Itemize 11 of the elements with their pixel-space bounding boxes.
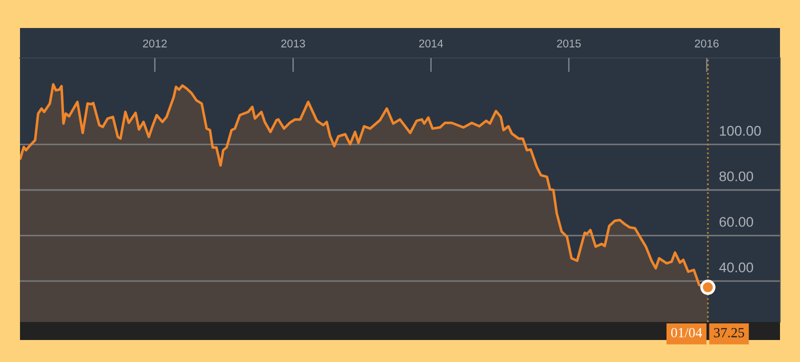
y-tick-label: 100.00	[720, 126, 761, 136]
x-tick-label: 2016	[694, 40, 719, 48]
x-tick-label: 2015	[557, 40, 581, 48]
annotation: 37.25	[714, 328, 744, 338]
x-tick-label: 2012	[143, 40, 167, 48]
x-tick-label: 2014	[419, 40, 444, 48]
x-tick-label: 2013	[281, 40, 305, 48]
y-tick-label: 60.00	[720, 216, 754, 227]
y-tick-label: 80.00	[719, 171, 754, 182]
y-tick-label: 40.00	[719, 262, 754, 272]
annotation: 01/04	[671, 328, 702, 338]
